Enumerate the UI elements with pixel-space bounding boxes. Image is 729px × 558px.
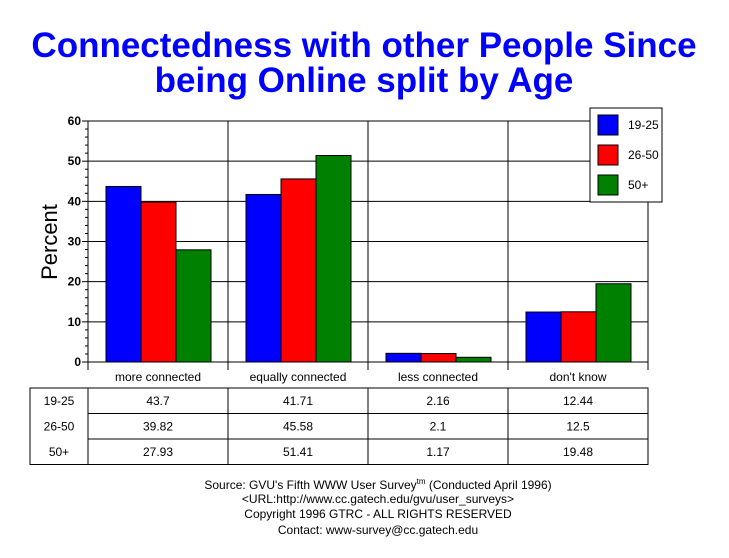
copyright-text: Copyright 1996 GTRC - ALL RIGHTS RESERVE… [244, 507, 512, 521]
y-tick-label: 30 [68, 235, 82, 249]
chart-title-line: being Online split by Age [155, 61, 574, 100]
table-cell: 51.41 [283, 445, 313, 459]
legend-label: 50+ [628, 178, 648, 192]
legend-label: 19-25 [628, 118, 659, 132]
table-cell: 2.16 [426, 394, 450, 408]
table-cell: 27.93 [143, 445, 173, 459]
y-tick-label: 20 [68, 275, 82, 289]
legend-label: 26-50 [628, 148, 659, 162]
bar-50+-0 [175, 249, 212, 363]
legend-swatch [597, 144, 619, 166]
table-cell: 12.44 [563, 394, 593, 408]
source-url: <URL:http://www.cc.gatech.edu/gvu/user_s… [242, 492, 514, 506]
bar-50+-1 [315, 155, 352, 363]
y-tick-label: 40 [68, 194, 82, 208]
table-cell: 43.7 [146, 394, 170, 408]
table-cell: 41.71 [283, 394, 313, 408]
data-table-border [29, 387, 649, 465]
legend-swatch [597, 174, 619, 196]
table-cell: 12.5 [566, 420, 590, 434]
x-category-label: less connected [398, 370, 478, 384]
x-category-label: more connected [115, 370, 201, 384]
table-cell: 19.48 [563, 445, 593, 459]
x-category-label: don't know [550, 370, 607, 384]
table-cell: 39.82 [143, 420, 173, 434]
table-row-header: 26-50 [44, 420, 75, 434]
bar-50+-2 [455, 356, 492, 363]
bar-19-25-1 [245, 193, 282, 363]
bar-19-25-0 [105, 185, 142, 363]
contact-text: Contact: www-survey@cc.gatech.edu [278, 523, 478, 537]
bar-26-50-3 [560, 311, 597, 363]
bar-26-50-1 [280, 178, 317, 363]
x-category-label: equally connected [250, 370, 347, 384]
bar-19-25-3 [525, 311, 562, 363]
y-tick-label: 0 [74, 355, 81, 369]
y-tick-label: 60 [68, 114, 82, 128]
y-tick-label: 10 [68, 315, 82, 329]
table-cell: 1.17 [426, 445, 450, 459]
bar-50+-3 [595, 283, 632, 363]
y-tick-label: 50 [68, 154, 82, 168]
table-cell: 45.58 [283, 420, 313, 434]
y-axis-label: Percent [37, 204, 62, 280]
bar-26-50-2 [420, 353, 457, 363]
table-row-header: 19-25 [44, 394, 75, 408]
chart-title-line: Connectedness with other People Since [31, 26, 696, 65]
source-text: Source: GVU's Fifth WWW User Surveytm (C… [204, 477, 551, 492]
legend-swatch [597, 114, 619, 136]
table-row-header: 50+ [49, 445, 69, 459]
bar-19-25-2 [385, 352, 422, 363]
bar-26-50-0 [140, 201, 177, 363]
table-cell: 2.1 [430, 420, 447, 434]
